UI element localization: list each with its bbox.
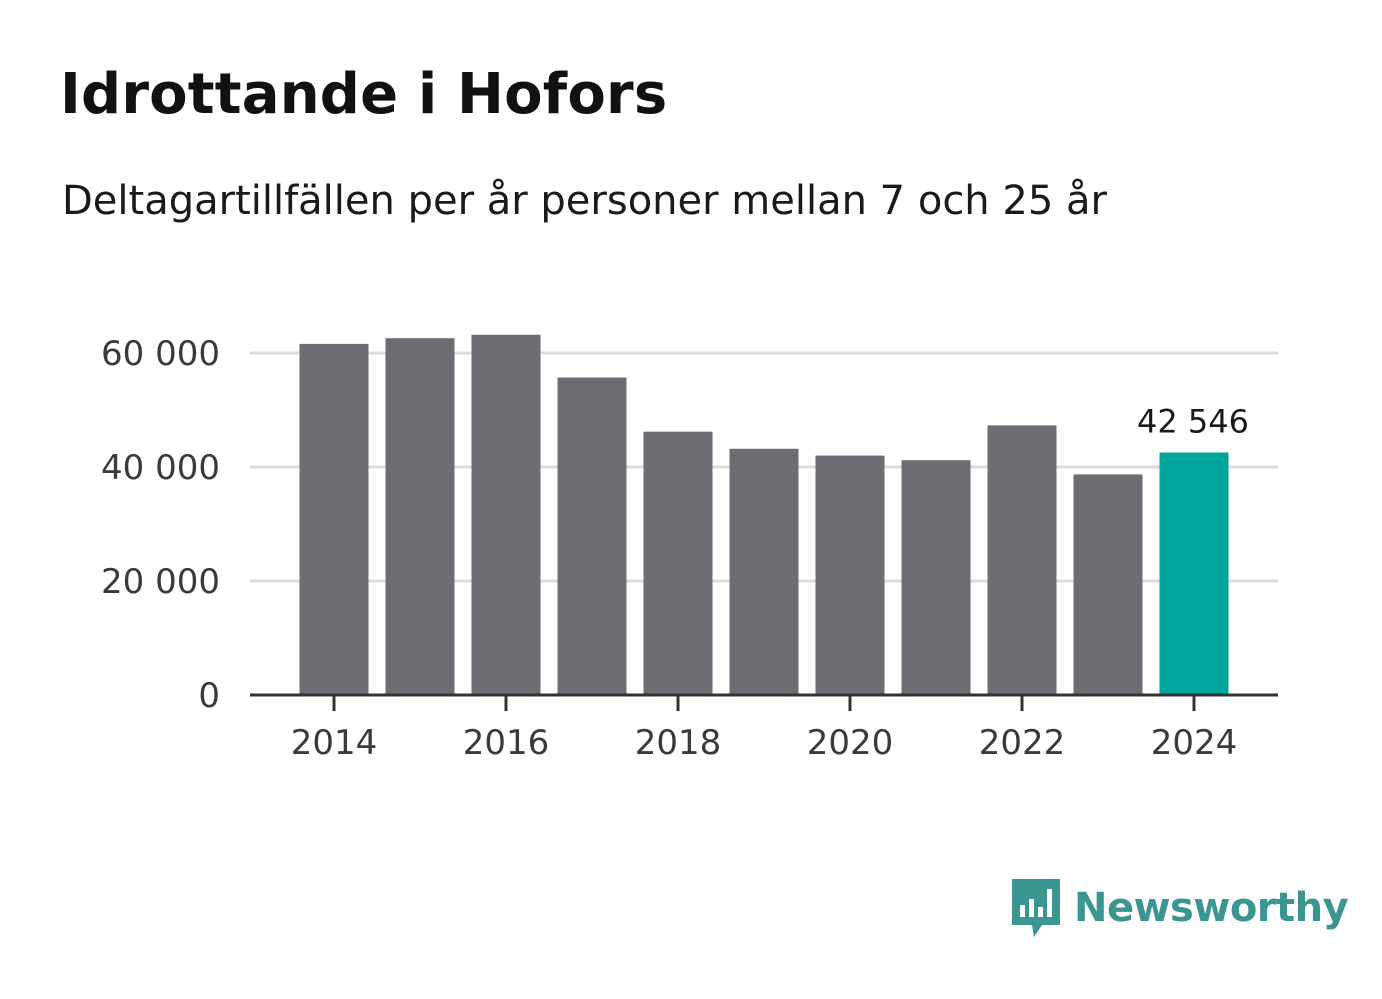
chart-title: Idrottande i Hofors (60, 62, 668, 127)
brand-name: Newsworthy (1074, 885, 1349, 931)
x-tick-label: 2020 (807, 723, 894, 763)
newsworthy-logo-icon (1012, 879, 1060, 937)
labels: 0 20 000 40 000 60 000 42 546 2014 2016 2018 202… (101, 334, 1249, 763)
bar-2024 (1159, 452, 1229, 695)
axes (250, 693, 1278, 711)
bar-2020 (815, 455, 885, 695)
data-label-2024: 42 546 (1137, 402, 1249, 440)
x-tick-label: 2022 (979, 723, 1066, 763)
x-tick-label: 2024 (1151, 723, 1238, 763)
x-tick-label: 2014 (291, 723, 378, 763)
x-tick-label: 2018 (635, 723, 722, 763)
bar-2021 (901, 460, 971, 695)
y-tick-label: 60 000 (101, 334, 220, 374)
y-tick-label: 0 (198, 676, 220, 716)
chart-subtitle: Deltagartillfällen per år personer mella… (62, 178, 1107, 224)
newsworthy-brand: Newsworthy (1010, 876, 1349, 940)
bars (299, 334, 1229, 695)
y-tick-label: 20 000 (101, 562, 220, 602)
bar-2017 (557, 377, 627, 695)
bar-2019 (729, 448, 799, 695)
bar-2022 (987, 425, 1057, 695)
bar-2016 (471, 334, 541, 695)
bar-2018 (643, 431, 713, 695)
x-tick-label: 2016 (463, 723, 550, 763)
bar-2023 (1073, 474, 1143, 695)
bar-2015 (385, 338, 455, 695)
bar-2014 (299, 343, 369, 695)
y-tick-label: 40 000 (101, 448, 220, 488)
